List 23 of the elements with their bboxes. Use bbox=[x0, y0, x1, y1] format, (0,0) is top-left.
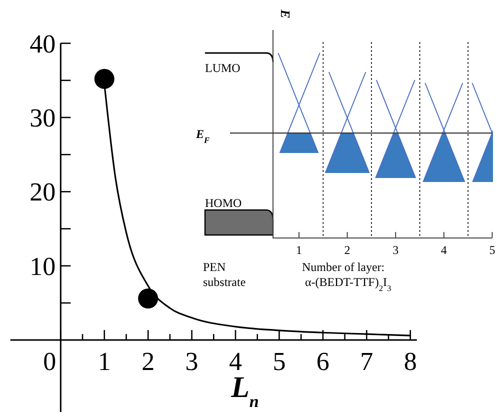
annotation: E$_{F}$ bbox=[195, 127, 210, 144]
x-tick-label: 1 bbox=[98, 347, 111, 376]
y-tick-label: 30 bbox=[30, 103, 56, 132]
annotation: PEN substrate bbox=[203, 260, 246, 289]
x-tick-label: 2 bbox=[142, 347, 155, 376]
annotation: HOMO bbox=[205, 196, 242, 210]
text: 5 bbox=[489, 243, 496, 257]
y-tick-label: 40 bbox=[30, 29, 56, 58]
annotation: 3 bbox=[392, 243, 399, 257]
annotation: 2 bbox=[344, 243, 350, 257]
x-tick-label: 8 bbox=[404, 347, 417, 376]
text: 4 bbox=[440, 243, 447, 257]
annotation: Number of layer: α-(BEDT-TTF)$_{2}$I$_{3}$ bbox=[302, 260, 392, 292]
y-tick-label: 20 bbox=[30, 178, 56, 207]
x-tick-label: 5 bbox=[272, 347, 286, 376]
text: E bbox=[278, 8, 293, 19]
x-tick-label: 3 bbox=[185, 347, 198, 376]
x-tick-label: 7 bbox=[360, 347, 374, 376]
x-tick-label: 6 bbox=[316, 347, 330, 376]
x-tick-label: 0 bbox=[43, 347, 56, 376]
y-tick-label: 10 bbox=[30, 252, 56, 281]
annotation: 1 bbox=[296, 243, 302, 257]
annotation: LUMO bbox=[205, 61, 241, 75]
